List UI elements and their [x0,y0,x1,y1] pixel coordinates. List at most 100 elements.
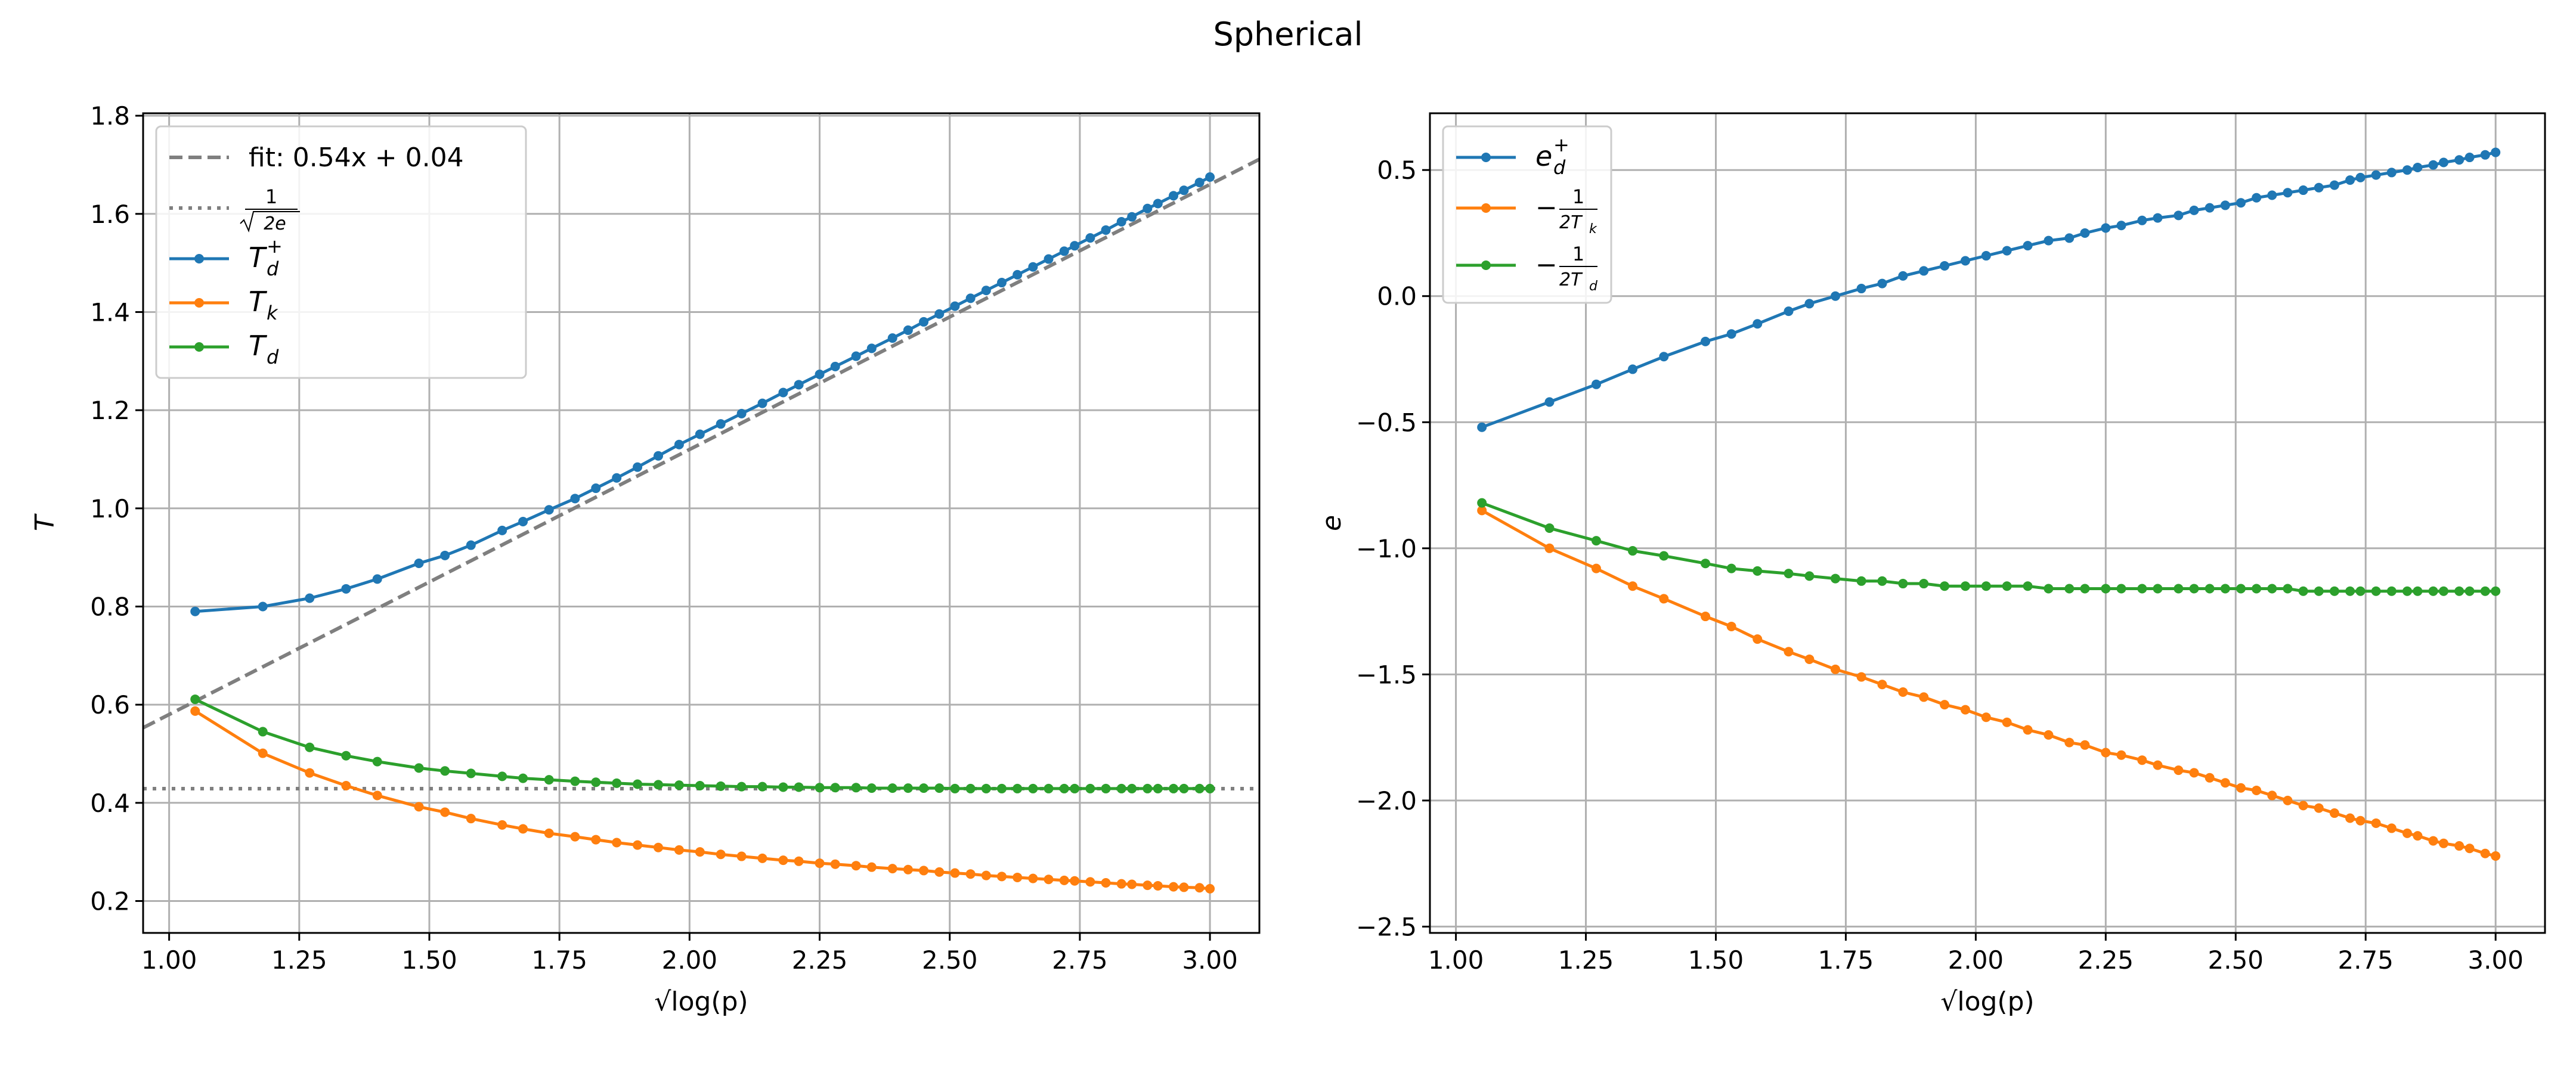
series-line [194,697,1210,790]
data-point [830,783,840,793]
data-point [815,858,825,869]
data-point [1116,879,1126,889]
data-point [2454,841,2464,851]
data-point [887,864,897,874]
data-point [2491,851,2501,861]
data-point [757,782,767,792]
data-point [1856,672,1866,682]
legend-marker [1481,153,1491,162]
data-point [1205,783,1215,793]
data-point [2023,725,2033,735]
data-point [1085,877,1095,887]
data-point [633,779,643,789]
data-point [2491,586,2501,596]
data-point [1101,225,1111,235]
data-point [2371,170,2381,180]
data-point [1028,873,1038,883]
data-point [830,361,840,371]
data-point [2439,157,2448,168]
data-point [1701,559,1711,569]
data-point [1101,783,1111,793]
data-point [674,439,684,449]
legend-label-denominator: 2T [1559,212,1583,233]
data-point [2064,737,2075,748]
data-point [1659,352,1669,362]
data-point [2464,586,2475,596]
data-point [2480,150,2490,160]
data-point [2252,584,2262,594]
data-point [2064,233,2075,243]
data-point [1044,874,1054,885]
legend-label-base: T [249,286,268,318]
legend-entry: −1 2T k [1456,185,1597,237]
x-tick-label: 1.25 [1558,945,1614,975]
data-point [2329,808,2339,818]
data-point [2283,584,2293,594]
series-2 [190,694,1215,793]
y-tick-label: 1.8 [90,101,130,131]
data-point [887,783,897,793]
data-point [1013,783,1023,793]
legend-label-denominator-sub: d [1589,279,1598,294]
data-point [1898,687,1908,697]
data-point [1153,199,1163,209]
data-point [2174,210,2184,221]
data-point [1116,216,1126,227]
data-point [497,525,507,535]
data-point [2023,581,2033,591]
data-point [2267,190,2277,200]
data-point [2174,765,2184,776]
data-point [2236,198,2246,208]
data-point [2023,241,2033,251]
data-point [591,777,601,787]
series-0 [190,172,1215,616]
data-point [851,783,861,793]
data-point [2153,760,2163,770]
data-point [1877,278,1887,289]
y-tick-label: −2.5 [1356,912,1417,941]
series-line [1481,509,2496,858]
data-point [903,325,913,335]
y-tick-label: 0.4 [90,789,130,818]
data-point [919,783,929,793]
data-point [2002,246,2012,256]
data-point [1919,579,1929,589]
data-point [794,782,804,792]
x-tick-label: 1.50 [401,945,457,975]
legend-box [155,125,527,379]
legend-marker [1481,203,1491,213]
data-point [2413,586,2423,596]
data-point [1205,883,1215,894]
data-point [2454,586,2464,596]
data-point [1169,882,1178,892]
data-point [2283,188,2293,198]
data-point [570,494,580,504]
legend-label-denominator-sub: k [1589,222,1597,237]
data-point [2454,155,2464,165]
x-tick-label: 3.00 [1182,945,1238,975]
data-point [1101,878,1111,888]
data-point [1804,654,1815,664]
legend-entry: e d+ [1456,134,1569,179]
data-point [2064,584,2075,594]
data-point [1477,498,1487,508]
data-point [1856,576,1866,586]
x-tick-label: 1.00 [141,945,197,975]
data-point [258,601,268,612]
data-point [903,783,913,793]
data-point [1940,700,1950,710]
data-point [2428,160,2438,170]
series-2 [1477,498,2501,596]
data-point [341,584,351,594]
legend-label-prefix: − [1535,193,1558,223]
data-point [570,776,580,786]
legend-label-denominator: 2T [1559,269,1583,290]
data-point [757,853,767,863]
data-point [633,462,643,472]
data-point [544,505,554,515]
data-point [1013,872,1023,882]
data-point [2402,165,2412,175]
